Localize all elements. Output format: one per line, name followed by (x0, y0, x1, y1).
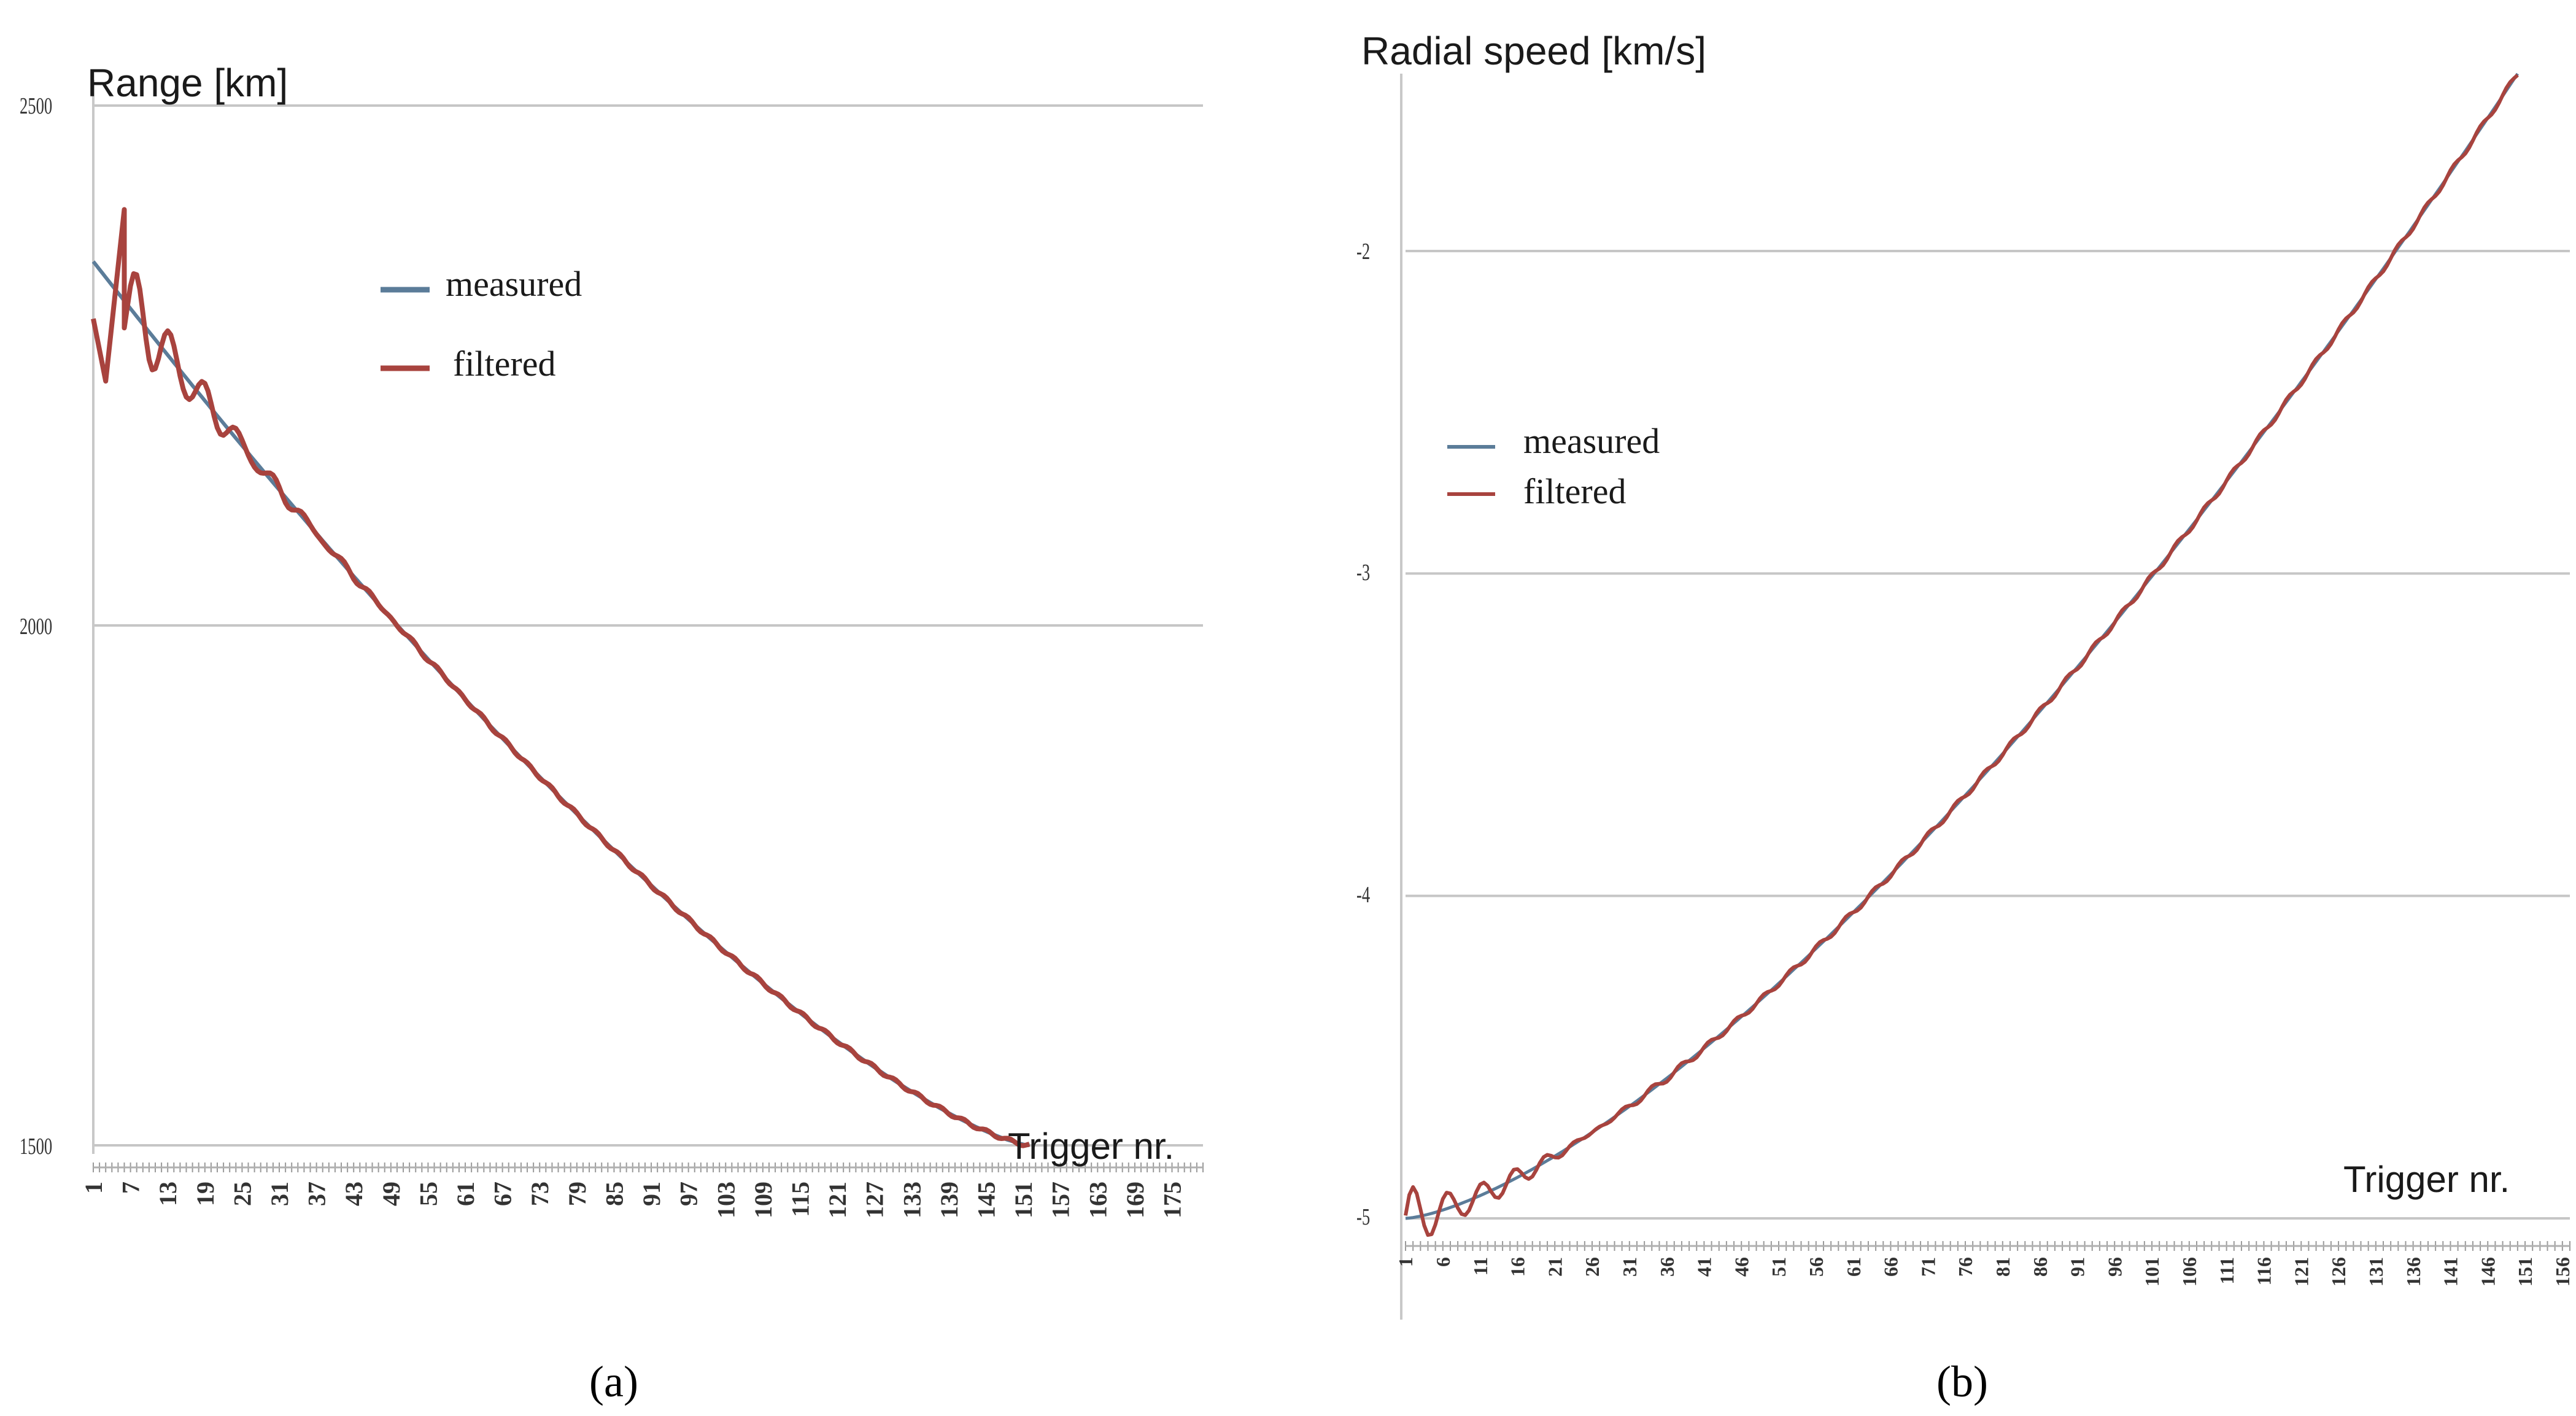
panel-b: Radial speed [km/s] -2 -3 -4 -5 1 6 11 16 21… (1356, 29, 2574, 1406)
x-tick-label: 67 (489, 1182, 517, 1206)
x-tick-label: 6 (1432, 1257, 1454, 1267)
x-axis-title: Trigger nr. (1008, 1126, 1174, 1167)
panel-caption-a: (a) (589, 1357, 638, 1406)
x-tick-label: 55 (414, 1182, 442, 1206)
x-tick-label: 111 (2216, 1257, 2238, 1284)
x-tick-label: 133 (898, 1182, 926, 1218)
x-tick-label: 156 (2551, 1257, 2574, 1286)
x-tick-label: 163 (1084, 1182, 1112, 1218)
x-tick-label: 76 (1954, 1257, 1976, 1277)
y-tick-label-2000: 2000 (20, 614, 52, 640)
measured-series-line (1405, 72, 2519, 1220)
x-tick-label: 79 (563, 1182, 591, 1206)
y-tick-label-minus-3: -3 (1356, 560, 1370, 586)
x-tick-label: 51 (1768, 1257, 1790, 1277)
x-tick-label: 56 (1805, 1257, 1827, 1277)
x-tick-label: 25 (228, 1182, 256, 1206)
x-tick-label: 169 (1121, 1182, 1149, 1218)
x-tick-label: 16 (1507, 1257, 1529, 1277)
x-tick-label: 126 (2327, 1257, 2350, 1286)
y-tick-label-minus-5: -5 (1356, 1205, 1370, 1231)
x-tick-labels: 1 7 13 19 25 31 37 43 49 55 61 67 73 79 85 91 97 103 109 11… (80, 1182, 1186, 1218)
x-tick-label: 37 (303, 1182, 331, 1206)
x-tick-label: 41 (1693, 1257, 1715, 1277)
legend: measured filtered (1447, 421, 1660, 511)
y-tick-label-minus-2: -2 (1356, 239, 1370, 265)
x-tick-label: 26 (1581, 1257, 1603, 1277)
x-tick-label: 151 (1010, 1182, 1037, 1218)
x-tick-label: 73 (526, 1182, 554, 1206)
x-tick-label: 106 (2178, 1257, 2200, 1286)
grid-lines (1406, 250, 2570, 1220)
x-tick-label: 97 (675, 1182, 703, 1206)
x-tick-label: 109 (749, 1182, 777, 1218)
x-tick-label: 19 (191, 1182, 219, 1206)
x-tick-label: 115 (786, 1182, 814, 1217)
x-tick-label: 61 (452, 1182, 479, 1206)
measured-series-line (91, 260, 1030, 1147)
x-tick-marks (93, 1163, 1204, 1172)
x-tick-label: 46 (1730, 1257, 1752, 1277)
x-axis-title: Trigger nr. (2343, 1159, 2510, 1200)
panel-a: 2500 2000 1500 Range [km] 1 7 13 19 25 31 37 43… (20, 61, 1204, 1406)
x-tick-label: 11 (1469, 1257, 1491, 1275)
chart-title: Range [km] (87, 61, 288, 105)
x-tick-label: 121 (824, 1182, 851, 1218)
x-tick-label: 85 (600, 1182, 628, 1206)
x-tick-label: 131 (2365, 1257, 2387, 1286)
y-tick-label-minus-4: -4 (1356, 883, 1370, 908)
x-tick-label: 91 (2067, 1257, 2089, 1277)
x-tick-label: 66 (1880, 1257, 1902, 1277)
x-tick-label: 116 (2253, 1257, 2275, 1285)
x-tick-label: 36 (1656, 1257, 1678, 1277)
legend-label-filtered: filtered (453, 344, 555, 384)
legend-label-measured: measured (446, 264, 582, 304)
x-tick-label: 21 (1544, 1257, 1566, 1277)
x-tick-label: 103 (712, 1182, 740, 1218)
x-tick-label: 139 (935, 1182, 963, 1218)
x-tick-label: 13 (154, 1182, 182, 1206)
x-tick-label: 1 (1394, 1257, 1417, 1267)
x-tick-label: 7 (117, 1182, 145, 1194)
x-tick-label: 136 (2402, 1257, 2424, 1286)
legend-label-measured: measured (1523, 421, 1660, 461)
x-tick-label: 49 (377, 1182, 405, 1206)
x-tick-label: 86 (2029, 1257, 2051, 1277)
x-tick-label: 1 (80, 1182, 107, 1194)
x-tick-label: 81 (1992, 1257, 2014, 1277)
chart-title: Radial speed [km/s] (1361, 29, 1706, 73)
x-tick-label: 101 (2141, 1257, 2163, 1286)
x-tick-marks (1405, 1241, 2570, 1251)
panel-caption-b: (b) (1936, 1357, 1988, 1406)
x-tick-label: 91 (638, 1182, 665, 1206)
grid-lines (93, 104, 1203, 1147)
y-tick-label-2500: 2500 (20, 94, 52, 120)
x-tick-label: 43 (340, 1182, 368, 1206)
x-tick-label: 151 (2514, 1257, 2536, 1286)
x-tick-label: 127 (861, 1182, 889, 1218)
y-tick-label-1500: 1500 (20, 1134, 52, 1160)
x-tick-label: 145 (972, 1182, 1000, 1218)
x-tick-label: 141 (2440, 1257, 2462, 1286)
filtered-series-line (1404, 74, 2519, 1237)
x-tick-label: 146 (2477, 1257, 2499, 1286)
x-tick-label: 96 (2103, 1257, 2125, 1277)
x-tick-label: 31 (266, 1182, 293, 1206)
x-tick-label: 175 (1158, 1182, 1186, 1218)
filtered-series-line (91, 207, 1031, 1148)
legend-label-filtered: filtered (1523, 471, 1626, 511)
x-tick-label: 71 (1917, 1257, 1939, 1277)
x-tick-label: 121 (2290, 1257, 2312, 1286)
x-tick-label: 61 (1843, 1257, 1865, 1277)
x-tick-label: 157 (1047, 1182, 1075, 1218)
legend: measured filtered (381, 264, 582, 384)
x-tick-label: 31 (1619, 1257, 1641, 1277)
x-tick-labels: 1 6 11 16 21 26 31 36 41 46 51 56 61 66 71 76 81 86 91 96 10… (1394, 1257, 2574, 1286)
